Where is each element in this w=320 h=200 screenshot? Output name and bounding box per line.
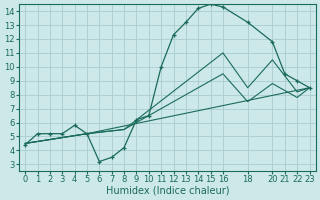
X-axis label: Humidex (Indice chaleur): Humidex (Indice chaleur): [106, 186, 229, 196]
